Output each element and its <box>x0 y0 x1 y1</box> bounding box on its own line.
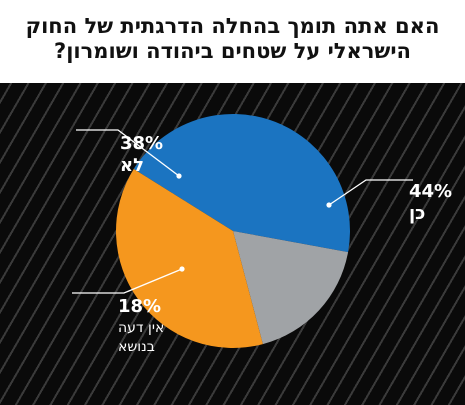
chart-title-line-2: הישראלי על שטחים ביהודה ושומרון? <box>54 39 411 63</box>
pie-slice-no-opinion <box>233 231 349 345</box>
value-label-no-opinion: 18% <box>118 296 161 317</box>
chart-title-line-1: האם אתה תומך בהחלה הדרגתית של החוק <box>25 14 440 38</box>
pie-slice-no <box>116 169 263 349</box>
category-label-no-opinion-line-2: בנושא <box>118 339 155 355</box>
leader-line-no <box>76 129 180 177</box>
category-label-yes: כן <box>409 203 425 224</box>
leader-line-no-opinion <box>72 268 183 294</box>
value-label-yes: 44% <box>409 181 452 202</box>
category-label-no-opinion-line-1: אין דעה <box>118 320 164 336</box>
plot-area: 44% כן 38% לא 18% אין דעה בנושא <box>0 83 465 405</box>
pie-slice-yes <box>133 113 351 253</box>
chart-header: האם אתה תומך בהחלה הדרגתית של החוק הישרא… <box>0 0 465 83</box>
leader-dot-no <box>176 173 182 179</box>
leader-dot-no-opinion <box>179 266 185 272</box>
category-label-no: לא <box>120 155 144 176</box>
pie-chart: 44%כן 38%לא 18% אין דעה בנושא <box>72 113 452 355</box>
leader-dot-yes <box>326 202 332 208</box>
leader-line-yes <box>328 179 413 206</box>
value-label-no: 38% <box>120 133 163 154</box>
